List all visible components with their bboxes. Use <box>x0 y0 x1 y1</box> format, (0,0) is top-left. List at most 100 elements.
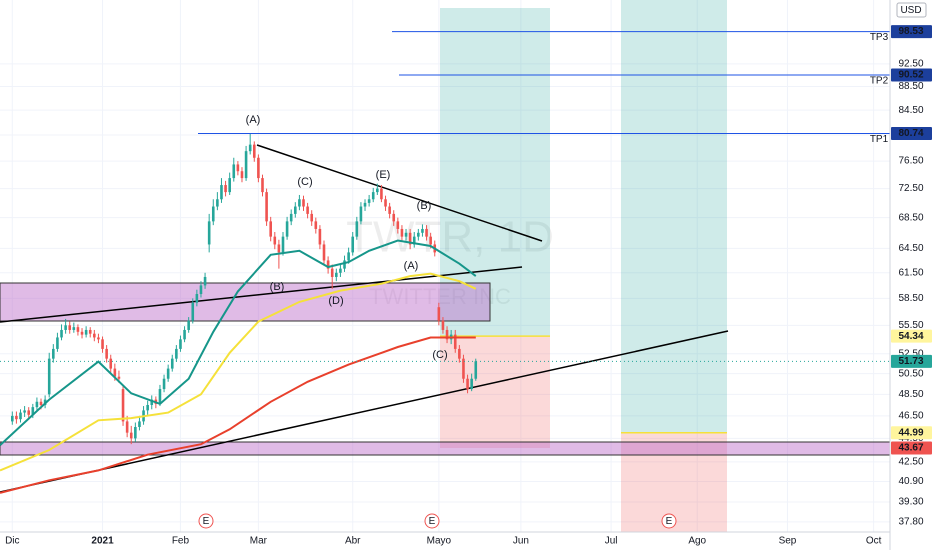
candle-body <box>314 221 318 229</box>
candle-body <box>97 337 100 340</box>
candle-body <box>195 294 199 303</box>
y-tick-label: 72.50 <box>898 183 923 194</box>
candle-body <box>109 358 113 369</box>
candle-body <box>359 206 363 222</box>
candle-body <box>31 407 35 415</box>
x-tick-label: Feb <box>172 536 190 547</box>
candle-body <box>236 164 240 172</box>
wave-label: (B) <box>417 200 432 212</box>
y-tick-label: 58.50 <box>898 293 923 304</box>
candle-body <box>273 236 277 245</box>
y-tick-label: 68.50 <box>898 212 923 223</box>
candle-body <box>158 389 162 404</box>
candle-body <box>84 329 88 335</box>
zone <box>0 282 491 322</box>
moving-average <box>0 239 477 447</box>
wave-label: (D) <box>328 295 343 307</box>
candle-body <box>60 329 63 338</box>
trendline <box>256 144 543 242</box>
candle-body <box>121 389 125 422</box>
candle-body <box>310 213 314 222</box>
candle-body <box>371 192 375 200</box>
candle-body <box>392 213 396 222</box>
candle-body <box>105 348 108 359</box>
candle-body <box>339 268 342 273</box>
target-price-tag: 90.52 <box>898 70 923 81</box>
event-marker <box>424 513 440 529</box>
event-label: E <box>429 516 436 527</box>
target-price-tag-bg <box>891 25 932 39</box>
candle-body <box>248 144 252 152</box>
candle-body <box>240 171 244 179</box>
candle-body <box>27 410 31 415</box>
candle-body <box>466 378 469 390</box>
candle-body <box>265 192 268 222</box>
candle-body <box>150 399 154 405</box>
candle-body <box>306 206 309 214</box>
candle-body <box>453 334 457 349</box>
candle-body <box>88 329 92 334</box>
candle-body <box>277 244 281 253</box>
y-tick-label: 92.50 <box>898 59 923 70</box>
trendline <box>0 330 729 493</box>
candle-body <box>64 325 67 330</box>
y-tick-label: 52.50 <box>898 348 923 359</box>
candle-body <box>351 236 355 253</box>
candle-body <box>166 368 170 379</box>
candle-body <box>52 348 55 359</box>
x-tick-label: Jul <box>605 536 618 547</box>
candle-body <box>388 206 391 214</box>
candle-body <box>129 432 133 439</box>
candle-body <box>330 268 334 277</box>
candle-body <box>220 185 223 200</box>
wave-label: (B) <box>270 281 285 293</box>
x-tick-label: Abr <box>345 536 361 547</box>
candle-body <box>35 401 39 408</box>
candle-body <box>175 348 178 359</box>
candle-body <box>462 358 465 379</box>
candle-body <box>224 185 227 193</box>
x-tick-label: Dic <box>5 536 19 547</box>
candle-body <box>134 426 137 439</box>
y-tick-label: 46.50 <box>898 411 923 422</box>
candle-body <box>125 421 129 433</box>
event-marker <box>198 513 214 529</box>
candle-body <box>396 221 400 229</box>
y-tick-label: 50.50 <box>898 368 923 379</box>
candle-body <box>429 236 432 245</box>
y-tick-label: 37.80 <box>898 517 923 528</box>
zone <box>0 441 891 456</box>
candle-body <box>76 327 80 332</box>
entry-price-tag: 54.34 <box>898 331 923 342</box>
x-tick-label: Mayo <box>427 536 452 547</box>
candle-body <box>363 202 367 207</box>
candle-body <box>318 228 322 245</box>
target-price-tag: 80.74 <box>898 128 923 139</box>
target-label: TP3 <box>870 32 889 43</box>
candle-body <box>470 378 473 390</box>
candle-body <box>117 376 121 379</box>
candle-body <box>474 361 478 379</box>
candle-body <box>39 401 43 405</box>
y-tick-label: 64.50 <box>898 243 923 254</box>
candle-body <box>269 221 272 237</box>
candle-body <box>302 199 305 207</box>
entry-price-tag: 44.99 <box>898 427 923 438</box>
candle-body <box>146 404 149 411</box>
entry-price-tag-bg <box>891 426 932 440</box>
candle-body <box>376 188 379 193</box>
candle-body <box>203 276 207 286</box>
currency-box[interactable] <box>896 2 927 18</box>
entry-price-tag-bg <box>891 329 932 343</box>
candle-body <box>216 199 219 207</box>
last-price-tag-bg <box>891 354 932 368</box>
candle-body <box>228 178 231 193</box>
candle-body <box>335 272 338 277</box>
drawings-layer <box>0 144 891 493</box>
moving-average <box>0 272 477 472</box>
candle-body <box>347 252 350 261</box>
trendline <box>0 266 523 323</box>
marks-layer: (A) (C) (E) (B) (A) (B) (D) (C) E E E TP3 TP2 TP1 <box>0 31 890 529</box>
